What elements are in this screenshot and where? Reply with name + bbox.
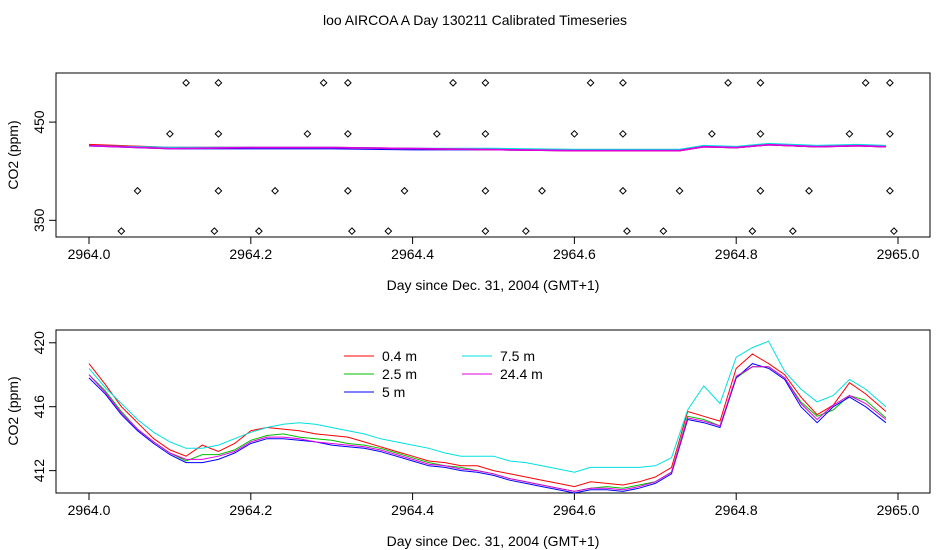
data-point-marker — [343, 78, 352, 87]
top-x-axis: 2964.0 2964.2 2964.4 2964.6 2964.8 2965.0 — [68, 237, 920, 262]
data-point-marker — [538, 186, 546, 195]
x-tick-label: 2964.6 — [553, 246, 596, 262]
series-line-7-5-m — [88, 340, 887, 473]
data-point-marker — [521, 227, 530, 236]
data-point-marker — [214, 129, 223, 138]
data-point-marker — [319, 78, 328, 87]
data-point-marker — [481, 78, 490, 87]
data-point-marker — [348, 227, 356, 236]
x-tick-label: 2964.0 — [68, 246, 111, 262]
top-plot-marks — [88, 78, 898, 236]
bottom-x-axis: 2964.0 2964.2 2964.4 2964.6 2964.8 2965.0 — [68, 493, 920, 518]
x-tick-label: 2965.0 — [877, 502, 920, 518]
bottom-plot-frame — [55, 329, 931, 494]
y-tick-label: 412 — [31, 459, 47, 483]
legend-label: 7.5 m — [500, 348, 535, 364]
data-point-marker — [845, 129, 854, 138]
data-point-marker — [210, 227, 219, 236]
y-tick-label: 350 — [31, 208, 47, 232]
legend-label: 24.4 m — [500, 366, 543, 382]
x-tick-label: 2964.4 — [391, 502, 434, 518]
data-point-marker — [619, 186, 627, 195]
data-point-marker — [619, 78, 627, 87]
x-tick-label: 2965.0 — [877, 246, 920, 262]
top-y-axis-label: CO2 (ppm) — [5, 120, 21, 189]
top-plot-frame — [55, 72, 931, 238]
data-point-marker — [133, 186, 142, 195]
data-point-marker — [449, 78, 457, 87]
data-point-marker — [214, 78, 223, 87]
top-x-axis-label: Day since Dec. 31, 2004 (GMT+1) — [387, 277, 600, 293]
data-point-marker — [117, 227, 126, 236]
data-point-marker — [343, 129, 352, 138]
data-point-marker — [659, 227, 668, 236]
data-point-marker — [481, 227, 490, 236]
bottom-panel: 2964.0 2964.2 2964.4 2964.6 2964.8 2965.0 412… — [5, 329, 931, 549]
data-point-marker — [623, 227, 631, 236]
series-line-24-4-m — [88, 366, 887, 492]
top-panel: 2964.0 2964.2 2964.4 2964.6 2964.8 2965.0 350… — [5, 72, 931, 293]
data-point-marker — [400, 186, 409, 195]
data-point-marker — [271, 186, 279, 195]
y-tick-label: 416 — [31, 395, 47, 419]
data-point-marker — [748, 227, 757, 236]
data-point-marker — [432, 129, 441, 138]
x-tick-label: 2964.6 — [553, 502, 596, 518]
y-tick-label: 450 — [31, 110, 47, 134]
data-point-marker — [886, 186, 894, 195]
legend: 0.4 m 2.5 m 5 m 7.5 m 24.4 m — [344, 348, 543, 400]
data-point-marker — [675, 186, 684, 195]
legend-label: 5 m — [382, 384, 405, 400]
data-point-marker — [756, 129, 765, 138]
data-point-marker — [481, 186, 490, 195]
data-point-marker — [182, 78, 190, 87]
data-point-marker — [756, 186, 765, 195]
legend-label: 0.4 m — [382, 348, 417, 364]
legend-label: 2.5 m — [382, 366, 417, 382]
data-point-marker — [165, 129, 174, 138]
bottom-x-axis-label: Day since Dec. 31, 2004 (GMT+1) — [387, 533, 600, 549]
series-line — [88, 143, 886, 152]
data-point-marker — [890, 227, 898, 236]
data-point-marker — [586, 78, 595, 87]
data-point-marker — [303, 129, 312, 138]
data-point-marker — [619, 129, 627, 138]
data-point-marker — [724, 78, 733, 87]
x-tick-label: 2964.0 — [68, 502, 111, 518]
bottom-y-axis-label: CO2 (ppm) — [5, 376, 21, 445]
data-point-marker — [384, 227, 393, 236]
data-point-marker — [886, 78, 894, 87]
series-line-0-4-m — [88, 353, 887, 488]
data-point-marker — [481, 129, 490, 138]
data-point-marker — [254, 227, 263, 236]
bottom-y-axis: 412 416 420 — [31, 331, 56, 482]
data-point-marker — [214, 186, 223, 195]
x-tick-label: 2964.8 — [715, 246, 758, 262]
x-tick-label: 2964.2 — [229, 502, 272, 518]
series-line-5-m — [88, 363, 887, 494]
y-tick-label: 420 — [31, 331, 47, 355]
top-y-axis: 350 450 — [31, 110, 56, 232]
page-title: loo AIRCOA A Day 130211 Calibrated Times… — [323, 12, 627, 28]
data-point-marker — [343, 186, 352, 195]
x-tick-label: 2964.8 — [715, 502, 758, 518]
x-tick-label: 2964.4 — [391, 246, 434, 262]
data-point-marker — [708, 129, 716, 138]
data-point-marker — [886, 129, 894, 138]
data-point-marker — [805, 186, 813, 195]
data-point-marker — [788, 227, 797, 236]
x-tick-label: 2964.2 — [229, 246, 272, 262]
data-point-marker — [861, 78, 870, 87]
data-point-marker — [570, 129, 579, 138]
data-point-marker — [756, 78, 765, 87]
bottom-plot-marks — [88, 340, 887, 494]
